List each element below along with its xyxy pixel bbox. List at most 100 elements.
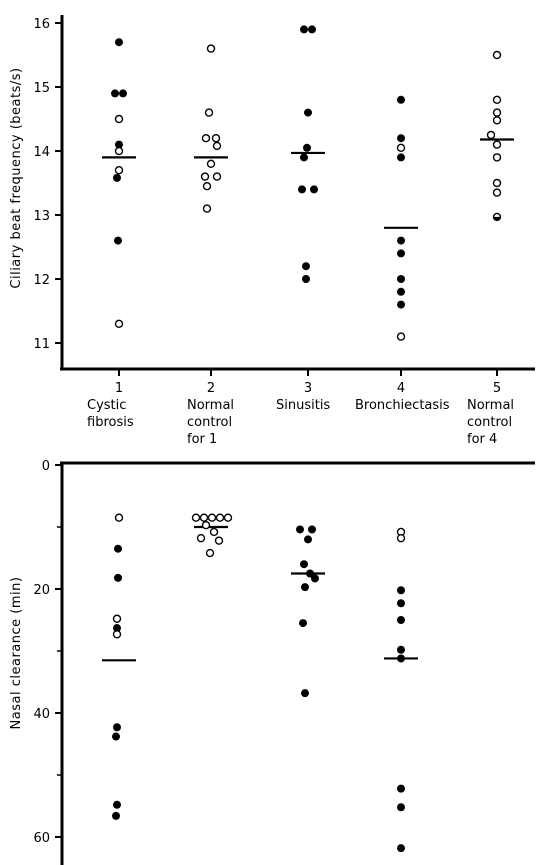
data-point <box>119 89 127 98</box>
data-point <box>397 249 405 258</box>
data-point <box>486 130 496 140</box>
y-axis-label: Nasal clearance (min) <box>9 577 24 730</box>
data-point <box>396 332 406 341</box>
category-number: 2 <box>207 381 215 396</box>
y-tick-label: 16 <box>33 17 50 32</box>
data-point <box>114 114 124 124</box>
y-tick-label: 40 <box>33 707 50 722</box>
category-number: 4 <box>397 381 405 396</box>
data-point <box>114 165 124 175</box>
data-point <box>204 108 214 117</box>
data-point <box>302 262 310 271</box>
mean-lines <box>102 525 418 662</box>
data-point <box>397 599 405 608</box>
data-point <box>303 143 311 152</box>
data-point <box>200 172 210 181</box>
data-point <box>492 116 502 125</box>
data-point <box>201 520 211 530</box>
data-point <box>396 143 406 153</box>
data-point <box>112 811 120 820</box>
y-tick-label: 20 <box>33 583 50 598</box>
data-point <box>114 544 122 553</box>
data-point <box>296 525 304 534</box>
data-point <box>492 178 502 188</box>
data-point <box>212 172 222 181</box>
data-point <box>397 616 405 624</box>
y-tick-label: 0 <box>42 459 50 474</box>
category-label: Cystic <box>87 398 126 413</box>
data-point <box>397 287 405 296</box>
data-point <box>112 732 120 741</box>
data-point <box>302 275 310 283</box>
panel-nasal-clearance: Nasal clearance (min) 0 20 40 60 <box>9 459 535 865</box>
data-point <box>113 173 121 182</box>
data-point <box>304 535 312 544</box>
data-point <box>196 533 206 543</box>
data-point <box>201 133 211 143</box>
data-point <box>397 275 405 283</box>
data-point <box>212 141 222 151</box>
data-point <box>397 645 405 654</box>
data-point <box>115 38 123 47</box>
data-point <box>311 574 319 583</box>
data-point <box>113 800 121 809</box>
y-tick-label: 12 <box>33 273 50 288</box>
data-points <box>112 513 406 853</box>
data-point <box>492 140 502 149</box>
data-point <box>301 689 309 698</box>
y-tick-label: 13 <box>33 209 50 224</box>
data-point <box>300 153 308 162</box>
y-tick-label: 11 <box>33 337 50 352</box>
data-point <box>223 513 233 522</box>
data-point <box>397 236 405 245</box>
category-label: for 1 <box>187 432 217 447</box>
data-point <box>214 536 224 545</box>
data-point <box>191 513 201 522</box>
data-point <box>211 133 221 143</box>
data-point <box>111 89 119 98</box>
category-label: control <box>467 415 512 430</box>
data-point <box>308 525 316 534</box>
data-point <box>397 844 405 853</box>
data-point <box>114 319 124 328</box>
y-tick-label: 14 <box>33 145 50 160</box>
x-ticks: 1 Cystic fibrosis 2 Normal control for 1 3 Sinus… <box>87 369 514 447</box>
data-point <box>207 513 217 522</box>
data-point <box>397 654 405 663</box>
data-point <box>492 153 502 162</box>
data-point <box>112 614 122 623</box>
category-label: control <box>187 415 232 430</box>
data-point <box>206 44 216 53</box>
data-point <box>492 95 502 105</box>
data-point <box>492 108 502 117</box>
y-ticks: 11 12 13 14 15 16 <box>33 17 62 352</box>
data-point <box>113 723 121 732</box>
data-point <box>397 95 405 104</box>
data-points <box>111 25 502 341</box>
mean-lines <box>102 138 514 229</box>
data-point <box>308 25 316 34</box>
data-point <box>306 569 314 578</box>
data-point <box>112 630 122 639</box>
category-number: 3 <box>304 381 312 396</box>
data-point <box>300 25 308 34</box>
data-point <box>113 624 121 633</box>
y-tick-label: 15 <box>33 81 50 96</box>
data-point <box>397 134 405 143</box>
data-point <box>114 513 124 522</box>
y-tick-label: 60 <box>33 831 50 846</box>
data-point <box>492 212 502 222</box>
category-label: Sinusitis <box>276 398 330 413</box>
data-point <box>397 300 405 309</box>
category-label: Bronchiectasis <box>355 398 450 413</box>
data-point <box>397 586 405 595</box>
data-point <box>114 236 122 245</box>
data-point <box>492 188 502 197</box>
category-label: Normal <box>467 398 514 413</box>
category-number: 5 <box>493 381 501 396</box>
y-axis-label: Ciliary beat frequency (beats/s) <box>9 67 24 288</box>
panel-ciliary-beat-frequency: Ciliary beat frequency (beats/s) 1112131… <box>9 15 535 447</box>
category-label: fibrosis <box>87 415 134 430</box>
data-point <box>202 181 212 191</box>
data-point <box>300 560 308 569</box>
